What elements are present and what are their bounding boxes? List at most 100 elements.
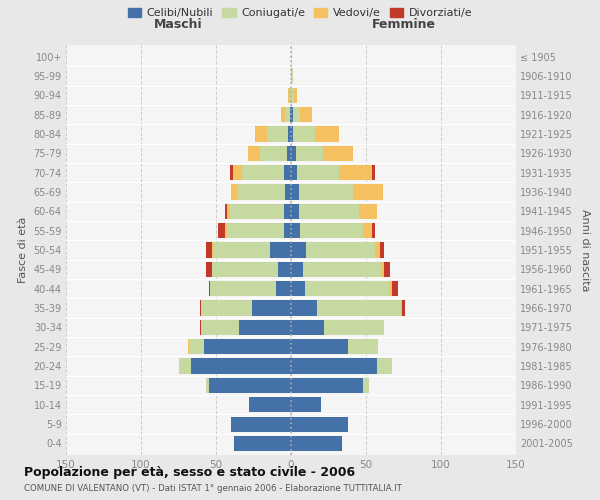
Bar	[359, 204, 377, 219]
Bar	[204, 339, 291, 354]
Bar	[372, 165, 375, 180]
Bar	[291, 107, 293, 122]
Bar	[248, 146, 260, 161]
Bar	[300, 223, 363, 238]
Bar	[234, 436, 291, 451]
Bar	[291, 339, 348, 354]
Bar	[299, 184, 353, 200]
Y-axis label: Anni di nascita: Anni di nascita	[580, 209, 590, 291]
Bar	[296, 146, 323, 161]
Bar	[291, 416, 348, 432]
Bar	[201, 300, 252, 316]
Bar	[212, 262, 277, 277]
Bar	[291, 126, 293, 142]
Bar	[348, 339, 378, 354]
Bar	[277, 262, 291, 277]
Bar	[201, 320, 239, 335]
Bar	[255, 126, 267, 142]
Bar	[291, 378, 363, 393]
Bar	[233, 165, 241, 180]
Bar	[297, 165, 339, 180]
Bar	[288, 88, 290, 103]
Bar	[401, 300, 402, 316]
Bar	[324, 320, 384, 335]
Bar	[377, 358, 392, 374]
Bar	[299, 204, 359, 219]
Bar	[303, 262, 381, 277]
Bar	[389, 281, 392, 296]
Text: Popolazione per età, sesso e stato civile - 2006: Popolazione per età, sesso e stato civil…	[24, 466, 355, 479]
Bar	[210, 281, 276, 296]
Bar	[291, 320, 324, 335]
Bar	[284, 223, 291, 238]
Bar	[291, 281, 305, 296]
Bar	[291, 262, 303, 277]
Bar	[323, 146, 353, 161]
Bar	[288, 126, 291, 142]
Bar	[179, 358, 191, 374]
Bar	[218, 223, 225, 238]
Bar	[205, 262, 212, 277]
Bar	[291, 165, 297, 180]
Bar	[284, 165, 291, 180]
Bar	[260, 146, 287, 161]
Bar	[291, 68, 293, 84]
Bar	[375, 242, 380, 258]
Bar	[281, 107, 285, 122]
Bar	[227, 204, 229, 219]
Bar	[285, 184, 291, 200]
Bar	[267, 126, 288, 142]
Bar	[306, 242, 375, 258]
Bar	[363, 378, 369, 393]
Bar	[291, 300, 317, 316]
Bar	[187, 339, 189, 354]
Legend: Celibi/Nubili, Coniugati/e, Vedovi/e, Divorziati/e: Celibi/Nubili, Coniugati/e, Vedovi/e, Di…	[125, 6, 475, 20]
Bar	[384, 262, 390, 277]
Bar	[213, 242, 270, 258]
Bar	[276, 281, 291, 296]
Bar	[381, 262, 384, 277]
Bar	[291, 223, 300, 238]
Text: Maschi: Maschi	[154, 18, 203, 32]
Bar	[290, 88, 291, 103]
Bar	[402, 300, 405, 316]
Bar	[291, 88, 294, 103]
Y-axis label: Fasce di età: Fasce di età	[18, 217, 28, 283]
Bar	[287, 146, 291, 161]
Bar	[291, 397, 321, 412]
Bar	[317, 300, 401, 316]
Bar	[205, 378, 209, 393]
Bar	[285, 107, 290, 122]
Bar	[305, 281, 389, 296]
Bar	[291, 436, 342, 451]
Bar	[294, 88, 297, 103]
Bar	[339, 165, 372, 180]
Bar	[209, 281, 210, 296]
Bar	[291, 184, 299, 200]
Bar	[209, 378, 291, 393]
Bar	[227, 223, 284, 238]
Bar	[293, 107, 300, 122]
Bar	[212, 242, 213, 258]
Bar	[229, 204, 284, 219]
Bar	[225, 223, 227, 238]
Bar	[199, 320, 201, 335]
Bar	[199, 300, 201, 316]
Bar	[252, 300, 291, 316]
Bar	[205, 242, 212, 258]
Bar	[191, 358, 291, 374]
Text: COMUNE DI VALENTANO (VT) - Dati ISTAT 1° gennaio 2006 - Elaborazione TUTTITALIA.: COMUNE DI VALENTANO (VT) - Dati ISTAT 1°…	[24, 484, 402, 493]
Bar	[231, 184, 237, 200]
Bar	[237, 184, 285, 200]
Bar	[291, 204, 299, 219]
Text: Femmine: Femmine	[371, 18, 436, 32]
Bar	[363, 223, 372, 238]
Bar	[189, 339, 204, 354]
Bar	[392, 281, 398, 296]
Bar	[291, 358, 377, 374]
Bar	[291, 242, 306, 258]
Bar	[380, 242, 384, 258]
Bar	[231, 416, 291, 432]
Bar	[229, 165, 233, 180]
Bar	[315, 126, 339, 142]
